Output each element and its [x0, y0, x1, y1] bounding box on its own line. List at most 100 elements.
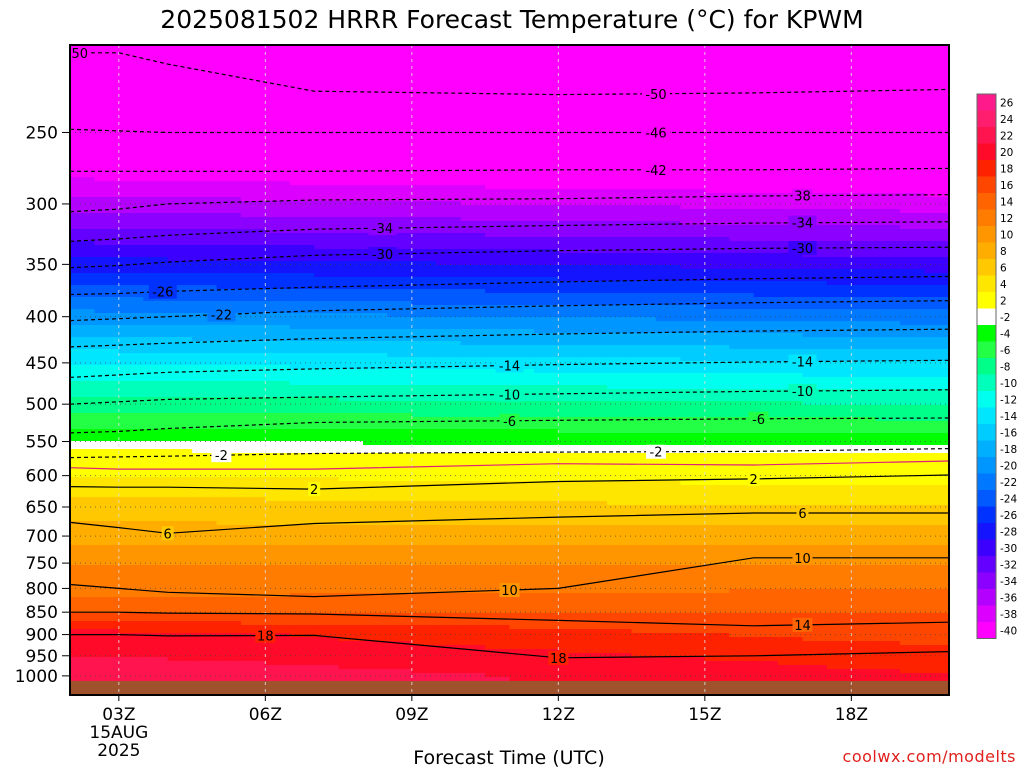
field-cell: [363, 293, 389, 298]
field-cell: [143, 61, 169, 66]
field-cell: [338, 209, 364, 214]
field-cell: [192, 281, 218, 286]
field-cell: [680, 501, 706, 506]
field-cell: [70, 509, 96, 514]
field-cell: [192, 665, 218, 670]
field-cell: [289, 541, 315, 546]
field-cell: [607, 669, 633, 674]
field-cell: [167, 669, 193, 674]
field-cell: [436, 653, 462, 658]
field-cell: [631, 69, 657, 74]
field-cell: [94, 549, 120, 554]
field-cell: [704, 605, 730, 610]
field-cell: [680, 77, 706, 82]
field-cell: [729, 637, 755, 642]
field-cell: [607, 213, 633, 218]
field-cell: [387, 649, 413, 654]
field-cell: [778, 369, 804, 374]
field-cell: [656, 329, 682, 334]
field-cell: [729, 97, 755, 102]
field-cell: [216, 657, 242, 662]
field-cell: [216, 461, 242, 466]
field-cell: [460, 549, 486, 554]
field-cell: [704, 125, 730, 130]
field-cell: [509, 325, 535, 330]
field-cell: [436, 573, 462, 578]
field-cell: [729, 241, 755, 246]
field-cell: [778, 633, 804, 638]
field-cell: [582, 313, 608, 318]
field-cell: [729, 137, 755, 142]
field-cell: [631, 265, 657, 270]
field-cell: [485, 381, 511, 386]
field-cell: [70, 361, 96, 366]
field-cell: [216, 177, 242, 182]
field-cell: [607, 105, 633, 110]
field-cell: [70, 405, 96, 410]
field-cell: [411, 609, 437, 614]
field-cell: [436, 665, 462, 670]
field-cell: [607, 605, 633, 610]
field-cell: [265, 121, 291, 126]
field-cell: [289, 425, 315, 430]
field-cell: [802, 413, 828, 418]
field-cell: [94, 185, 120, 190]
field-cell: [582, 53, 608, 58]
field-cell: [729, 213, 755, 218]
field-cell: [314, 561, 340, 566]
field-cell: [704, 297, 730, 302]
field-cell: [704, 353, 730, 358]
field-cell: [216, 213, 242, 218]
field-cell: [680, 169, 706, 174]
field-cell: [704, 381, 730, 386]
field-cell: [778, 177, 804, 182]
field-cell: [656, 629, 682, 634]
field-cell: [265, 313, 291, 318]
field-cell: [704, 445, 730, 450]
field-cell: [607, 565, 633, 570]
field-cell: [778, 85, 804, 90]
field-cell: [192, 565, 218, 570]
field-cell: [607, 629, 633, 634]
field-cell: [118, 185, 144, 190]
field-cell: [729, 561, 755, 566]
field-cell: [216, 181, 242, 186]
field-cell: [509, 77, 535, 82]
field-cell: [607, 637, 633, 642]
field-cell: [216, 277, 242, 282]
field-cell: [216, 533, 242, 538]
field-cell: [607, 537, 633, 542]
field-cell: [314, 537, 340, 542]
field-cell: [118, 177, 144, 182]
field-cell: [411, 489, 437, 494]
field-cell: [509, 153, 535, 158]
field-cell: [509, 565, 535, 570]
field-cell: [680, 673, 706, 678]
field-cell: [70, 145, 96, 150]
field-cell: [582, 93, 608, 98]
field-cell: [802, 289, 828, 294]
field-cell: [509, 465, 535, 470]
field-cell: [533, 321, 559, 326]
field-cell: [143, 373, 169, 378]
field-cell: [216, 641, 242, 646]
field-cell: [778, 433, 804, 438]
field-cell: [94, 305, 120, 310]
field-cell: [729, 369, 755, 374]
field-cell: [802, 253, 828, 258]
field-cell: [558, 97, 584, 102]
field-cell: [94, 89, 120, 94]
field-cell: [704, 257, 730, 262]
field-cell: [240, 493, 266, 498]
field-cell: [338, 317, 364, 322]
field-cell: [704, 649, 730, 654]
field-cell: [70, 317, 96, 322]
field-cell: [778, 289, 804, 294]
field-cell: [167, 169, 193, 174]
field-cell: [167, 605, 193, 610]
field-cell: [94, 353, 120, 358]
field-cell: [289, 301, 315, 306]
field-cell: [558, 425, 584, 430]
field-cell: [607, 493, 633, 498]
field-cell: [387, 609, 413, 614]
